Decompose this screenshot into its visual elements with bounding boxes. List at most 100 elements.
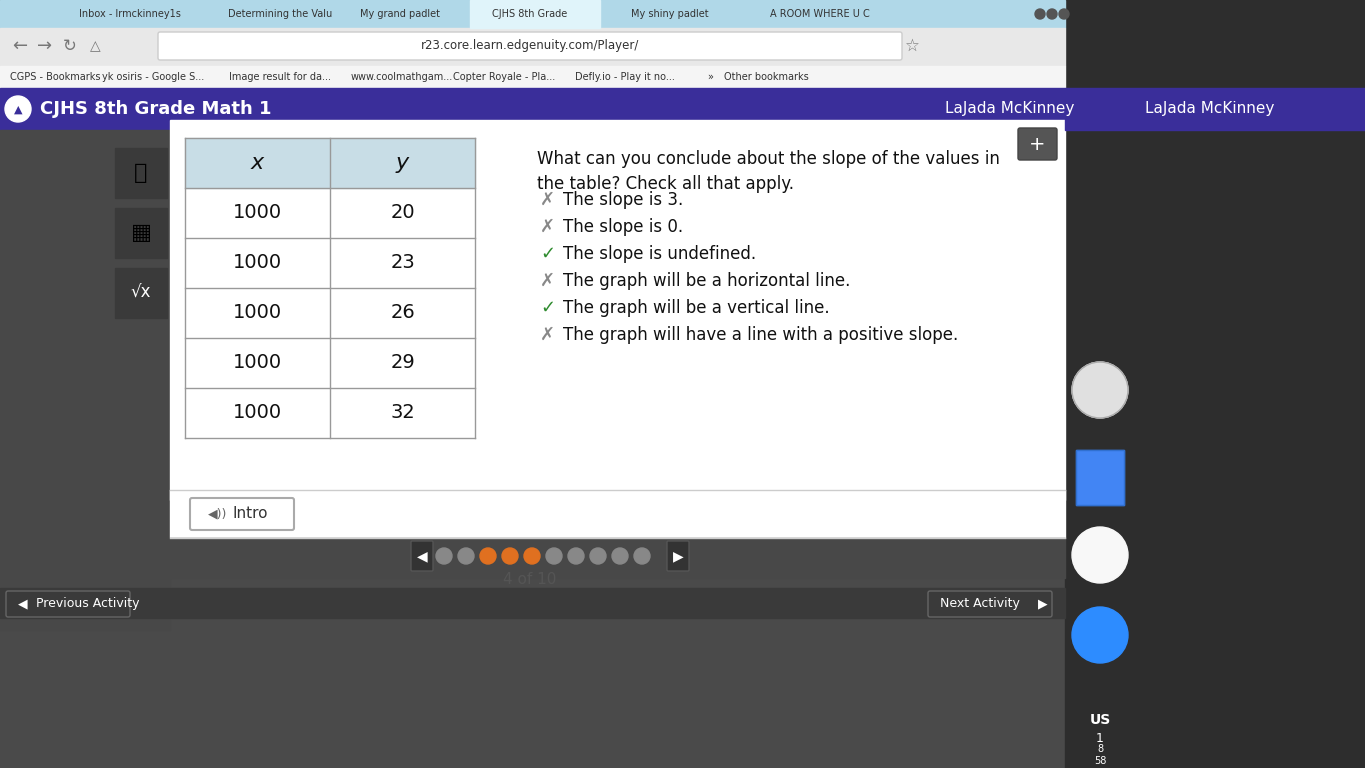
Circle shape [1072, 362, 1127, 418]
Text: Image result for da...: Image result for da... [229, 72, 330, 82]
Circle shape [502, 548, 517, 564]
Text: CJHS 8th Grade Math 1: CJHS 8th Grade Math 1 [40, 100, 272, 118]
Bar [0, 28, 1065, 66]
Circle shape [435, 548, 452, 564]
Text: y: y [396, 153, 410, 173]
Text: CJHS 8th Grade: CJHS 8th Grade [493, 9, 568, 19]
Text: 32: 32 [390, 403, 415, 422]
Text: 8
58: 8 58 [1093, 744, 1106, 766]
Bar [470, 0, 601, 28]
Text: My grand padlet: My grand padlet [360, 9, 440, 19]
Circle shape [1047, 9, 1057, 19]
Text: ✗: ✗ [541, 326, 556, 344]
FancyBboxPatch shape [667, 541, 689, 571]
Circle shape [1072, 527, 1127, 583]
Bar [115, 148, 167, 198]
Text: Previous Activity: Previous Activity [35, 598, 139, 611]
Text: ✗: ✗ [541, 272, 556, 290]
Bar [0, 588, 1065, 618]
FancyBboxPatch shape [1018, 128, 1057, 160]
Text: ▲: ▲ [14, 105, 22, 115]
Text: 1000: 1000 [233, 303, 283, 323]
Circle shape [1059, 9, 1069, 19]
Text: The graph will have a line with a positive slope.: The graph will have a line with a positi… [562, 326, 958, 344]
Text: Copter Royale - Pla...: Copter Royale - Pla... [453, 72, 556, 82]
Text: ▦: ▦ [131, 223, 152, 243]
Text: +: + [1029, 134, 1046, 154]
Bar [115, 268, 167, 318]
Bar [1076, 450, 1123, 505]
FancyBboxPatch shape [5, 591, 130, 617]
Bar [171, 490, 1065, 538]
Text: ◀)): ◀)) [207, 508, 228, 521]
Text: 1000: 1000 [233, 253, 283, 273]
Circle shape [5, 96, 31, 122]
Text: ☆: ☆ [905, 37, 920, 55]
Text: 1000: 1000 [233, 353, 283, 372]
Text: Intro: Intro [232, 507, 268, 521]
Bar [0, 0, 1065, 28]
Text: The slope is 3.: The slope is 3. [562, 191, 684, 209]
Text: △: △ [90, 39, 100, 53]
Text: »: » [707, 72, 713, 82]
Text: 🎧: 🎧 [134, 163, 147, 183]
Text: ✓: ✓ [541, 299, 556, 317]
Bar [115, 208, 167, 258]
Text: LaJada McKinney: LaJada McKinney [946, 101, 1074, 117]
Text: ▶: ▶ [673, 549, 684, 563]
Text: yk osiris - Google S...: yk osiris - Google S... [102, 72, 205, 82]
Text: 1000: 1000 [233, 403, 283, 422]
Circle shape [480, 548, 495, 564]
Bar [1065, 88, 1365, 130]
Text: 1: 1 [1096, 731, 1104, 744]
Text: 4 of 10: 4 of 10 [504, 572, 557, 588]
Bar [0, 88, 1065, 130]
Text: √x: √x [131, 284, 152, 302]
Text: My shiny padlet: My shiny padlet [631, 9, 708, 19]
Bar [186, 138, 475, 188]
Text: →: → [37, 37, 53, 55]
Text: Defly.io - Play it no...: Defly.io - Play it no... [575, 72, 674, 82]
Bar [0, 538, 1065, 578]
Bar [1076, 450, 1123, 505]
FancyBboxPatch shape [411, 541, 433, 571]
Text: Other bookmarks: Other bookmarks [723, 72, 808, 82]
Text: Next Activity: Next Activity [940, 598, 1020, 611]
FancyBboxPatch shape [158, 32, 902, 60]
Circle shape [633, 548, 650, 564]
Text: ↻: ↻ [63, 37, 76, 55]
Text: r23.core.learn.edgenuity.com/Player/: r23.core.learn.edgenuity.com/Player/ [420, 39, 639, 52]
Text: LaJada McKinney: LaJada McKinney [1145, 101, 1275, 117]
Text: ←: ← [12, 37, 27, 55]
FancyBboxPatch shape [190, 498, 293, 530]
Text: ◀: ◀ [416, 549, 427, 563]
Text: ✗: ✗ [541, 218, 556, 236]
Text: The graph will be a vertical line.: The graph will be a vertical line. [562, 299, 830, 317]
Text: The slope is 0.: The slope is 0. [562, 218, 682, 236]
Text: 26: 26 [390, 303, 415, 323]
Circle shape [1072, 607, 1127, 663]
Text: What can you conclude about the slope of the values in
the table? Check all that: What can you conclude about the slope of… [536, 150, 1001, 193]
Bar [0, 66, 1065, 88]
Text: ✓: ✓ [541, 245, 556, 263]
Text: Determining the Valu: Determining the Valu [228, 9, 332, 19]
Text: The graph will be a horizontal line.: The graph will be a horizontal line. [562, 272, 850, 290]
Circle shape [546, 548, 562, 564]
Text: ▶: ▶ [1037, 598, 1047, 611]
FancyBboxPatch shape [928, 591, 1052, 617]
Text: 20: 20 [390, 204, 415, 223]
Text: ✗: ✗ [541, 191, 556, 209]
Text: x: x [251, 153, 263, 173]
Circle shape [568, 548, 584, 564]
Bar [1065, 0, 1365, 768]
Text: The slope is undefined.: The slope is undefined. [562, 245, 756, 263]
Text: 29: 29 [390, 353, 415, 372]
Text: CGPS - Bookmarks: CGPS - Bookmarks [10, 72, 101, 82]
Text: 23: 23 [390, 253, 415, 273]
Bar [171, 120, 1065, 500]
Text: www.coolmathgam...: www.coolmathgam... [351, 72, 453, 82]
Text: 1000: 1000 [233, 204, 283, 223]
Text: Inbox - lrmckinney1s: Inbox - lrmckinney1s [79, 9, 182, 19]
Circle shape [612, 548, 628, 564]
Circle shape [1035, 9, 1046, 19]
